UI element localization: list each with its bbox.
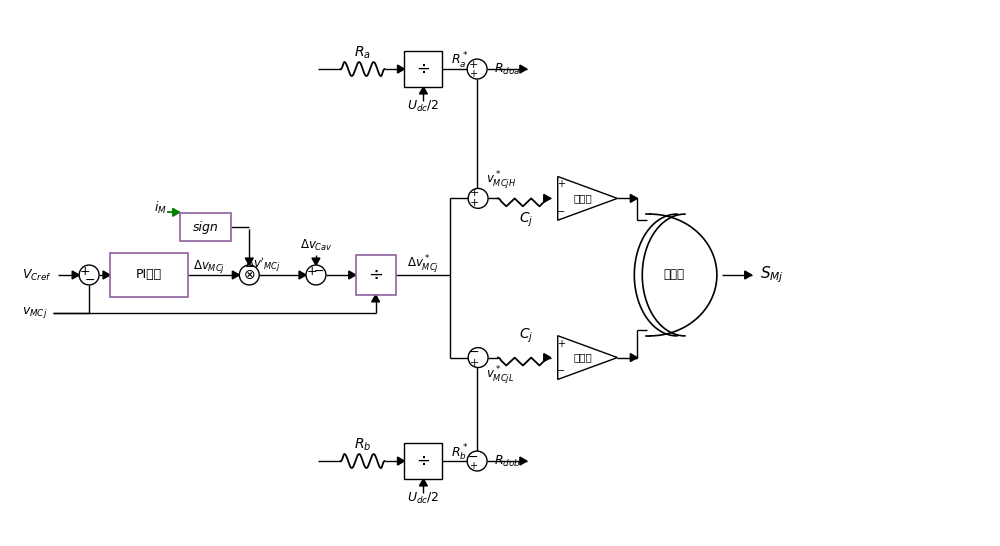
Text: $R_{dob}$: $R_{dob}$ (494, 454, 520, 468)
Polygon shape (558, 336, 617, 379)
Polygon shape (468, 354, 475, 361)
Polygon shape (419, 479, 427, 486)
Text: +: + (307, 264, 317, 277)
Text: 比较器: 比较器 (573, 193, 592, 203)
Text: $C_j$: $C_j$ (519, 211, 533, 229)
Text: $R_b$: $R_b$ (354, 437, 371, 453)
Polygon shape (312, 258, 320, 265)
Text: $v^*_{MCjH}$: $v^*_{MCjH}$ (486, 169, 516, 192)
Text: $\Delta v'_{MCj}$: $\Delta v'_{MCj}$ (245, 256, 281, 274)
Polygon shape (419, 87, 427, 94)
Text: +: + (80, 264, 90, 277)
Polygon shape (398, 65, 404, 73)
Text: $v^*_{MCjL}$: $v^*_{MCjL}$ (486, 364, 514, 387)
Bar (404, 51, 442, 87)
Polygon shape (520, 65, 527, 73)
Polygon shape (630, 194, 637, 203)
Bar (110, 253, 188, 297)
Polygon shape (544, 194, 551, 203)
Text: $R^*_b$: $R^*_b$ (451, 443, 469, 463)
Text: ÷: ÷ (416, 60, 430, 78)
Text: $\Delta v^*_{MCj}$: $\Delta v^*_{MCj}$ (407, 254, 439, 276)
Text: −: − (85, 274, 95, 287)
Circle shape (467, 451, 487, 471)
Text: −: − (469, 346, 479, 359)
Polygon shape (349, 271, 356, 279)
Text: $U_{dc}/2$: $U_{dc}/2$ (407, 491, 439, 506)
Text: ⊗: ⊗ (243, 268, 255, 282)
Text: +: + (557, 180, 565, 189)
Polygon shape (398, 457, 404, 465)
Text: sign: sign (193, 221, 218, 234)
Circle shape (306, 265, 326, 285)
Text: $R_a$: $R_a$ (354, 45, 371, 61)
Bar (356, 255, 396, 295)
Text: −: − (468, 450, 478, 464)
Polygon shape (232, 271, 239, 279)
Text: +: + (469, 198, 479, 209)
Text: −: − (557, 207, 565, 217)
Polygon shape (72, 271, 79, 279)
Text: −: − (557, 366, 565, 377)
Circle shape (79, 265, 99, 285)
Circle shape (468, 188, 488, 209)
Text: 异或门: 异或门 (663, 269, 684, 282)
Text: $S_{Mj}$: $S_{Mj}$ (760, 265, 784, 286)
Polygon shape (103, 271, 110, 279)
Text: PI调节: PI调节 (136, 269, 162, 282)
Text: $R_{doa}$: $R_{doa}$ (494, 62, 520, 76)
Bar (404, 443, 442, 479)
Polygon shape (558, 176, 617, 220)
Text: +: + (469, 188, 479, 198)
Text: ÷: ÷ (416, 452, 430, 470)
Polygon shape (468, 194, 475, 203)
Polygon shape (245, 258, 253, 265)
Text: $\Delta v_{MCj}$: $\Delta v_{MCj}$ (193, 258, 226, 275)
Text: $v_{MCj}$: $v_{MCj}$ (22, 305, 48, 321)
Text: +: + (469, 358, 479, 367)
Polygon shape (630, 354, 637, 361)
Polygon shape (745, 271, 752, 279)
Polygon shape (544, 354, 551, 361)
Text: $\Delta v_{Cav}$: $\Delta v_{Cav}$ (300, 238, 332, 253)
Text: $R^*_a$: $R^*_a$ (451, 51, 469, 71)
Text: $C_j$: $C_j$ (519, 327, 533, 345)
Polygon shape (173, 209, 180, 216)
Text: +: + (469, 69, 477, 79)
Text: 比较器: 比较器 (573, 353, 592, 363)
Circle shape (468, 348, 488, 367)
Polygon shape (299, 271, 306, 279)
Text: +: + (469, 461, 477, 471)
Text: +: + (557, 339, 565, 349)
Text: $i_M$: $i_M$ (154, 200, 167, 216)
Text: +: + (468, 60, 478, 70)
Polygon shape (520, 457, 527, 465)
Circle shape (239, 265, 259, 285)
Polygon shape (372, 295, 380, 302)
Bar (180, 213, 231, 241)
Text: $U_{dc}/2$: $U_{dc}/2$ (407, 99, 439, 115)
Text: $V_{Cref}$: $V_{Cref}$ (22, 268, 52, 282)
Text: ÷: ÷ (368, 266, 383, 284)
Text: −: − (314, 264, 324, 277)
Circle shape (467, 59, 487, 79)
